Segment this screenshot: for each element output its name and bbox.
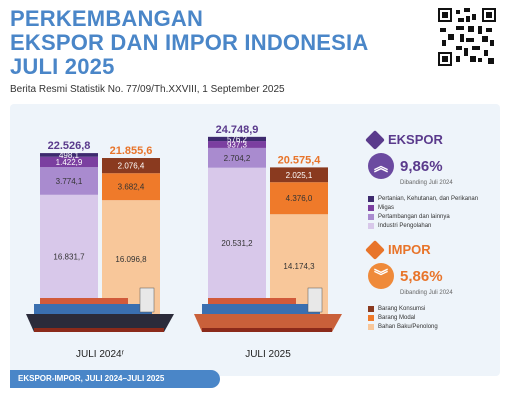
legend-swatch — [368, 314, 374, 321]
legend-item: Industri Pengolahan — [368, 221, 478, 230]
chevron-down-icon: ︾ — [368, 263, 394, 289]
ekspor-bar-segment — [208, 167, 266, 318]
legend-swatch — [368, 213, 374, 220]
ship-containers — [40, 298, 128, 304]
ekspor-total-label: 22.526,8 — [48, 140, 91, 152]
impor-segment-label: 14.174,3 — [283, 262, 315, 271]
ekspor-segment-label: 937,3 — [227, 140, 248, 149]
legend-impor-pct: 5,86% — [400, 267, 443, 285]
impor-segment-label: 2.076,4 — [118, 162, 145, 171]
ship-containers — [208, 298, 296, 304]
legend-item: Bahan Baku/Penolong — [368, 322, 453, 331]
legend-swatch — [368, 195, 374, 202]
ekspor-bar-segment — [40, 156, 98, 168]
impor-bar-segment — [102, 173, 160, 201]
impor-segment-label: 2.025,1 — [286, 171, 313, 180]
ship-bridge — [307, 287, 323, 313]
impor-bar-segment — [270, 167, 328, 183]
ekspor-bar-segment — [40, 194, 98, 318]
legend-item-label: Barang Konsumsi — [378, 305, 426, 312]
impor-bar-segment — [102, 158, 160, 174]
subtitle: Berita Resmi Statistik No. 77/09/Th.XXVI… — [10, 84, 285, 95]
legend-ekspor: EKSPOR ︽ 9,86% Dibanding Juli 2024 Perta… — [365, 129, 478, 230]
legend-item: Pertambangan dan lainnya — [368, 212, 478, 221]
ekspor-bar-segment — [40, 153, 98, 157]
ekspor-segment-label: 3.774,1 — [56, 177, 83, 186]
ekspor-bar-segment — [208, 141, 266, 148]
ekspor-segment-label: 498,1 — [59, 151, 80, 160]
legend-item-label: Pertambangan dan lainnya — [378, 213, 450, 220]
page-title: PERKEMBANGAN EKSPOR DAN IMPOR INDONESIA … — [10, 7, 410, 79]
ekspor-bar-segment — [208, 136, 266, 142]
legend-item-label: Bahan Baku/Penolong — [378, 323, 438, 330]
legend-impor: IMPOR ︾ 5,86% Dibanding Juli 2024 Barang… — [365, 239, 453, 331]
cube-icon — [365, 239, 385, 260]
impor-total-label: 21.855,6 — [110, 145, 153, 157]
ship-keel — [202, 328, 332, 332]
cube-icon — [365, 129, 385, 150]
qr-code-icon[interactable] — [438, 8, 496, 66]
legend-item-label: Migas — [378, 204, 395, 211]
impor-segment-label: 3.682,4 — [118, 183, 145, 192]
legend-item-label: Barang Modal — [378, 314, 416, 321]
impor-segment-label: 4.376,0 — [286, 194, 313, 203]
category-label: JULI 2025 — [245, 349, 291, 360]
ekspor-segment-label: 1.422,9 — [56, 158, 83, 167]
ekspor-segment-label: 576,2 — [227, 135, 248, 144]
legend-ekspor-title: EKSPOR — [388, 132, 443, 147]
ekspor-segment-label: 20.531,2 — [221, 239, 253, 248]
ship-bridge — [139, 287, 155, 313]
legend-swatch — [368, 204, 374, 211]
ship-containers — [34, 304, 152, 314]
chevron-up-icon: ︽ — [368, 153, 394, 179]
ekspor-bar-segment — [208, 147, 266, 168]
footer-label: EKSPOR-IMPOR, JULI 2024–JULI 2025 — [10, 370, 220, 388]
impor-segment-label: 16.096,8 — [115, 255, 147, 264]
ekspor-segment-label: 16.831,7 — [53, 252, 85, 261]
ship-keel — [34, 328, 164, 332]
legend-impor-note: Dibanding Juli 2024 — [400, 290, 453, 296]
legend-item: Migas — [368, 203, 478, 212]
legend-impor-title: IMPOR — [388, 242, 431, 257]
legend-item: Pertanian, Kehutanan, dan Perikanan — [368, 194, 478, 203]
ship-hull — [194, 314, 342, 332]
title-line-1: PERKEMBANGAN — [10, 6, 204, 31]
title-line-2: EKSPOR DAN IMPOR INDONESIA — [10, 30, 369, 55]
title-line-3: JULI 2025 — [10, 54, 115, 79]
ekspor-bar-segment — [40, 167, 98, 195]
legend-ekspor-pct: 9,86% — [400, 157, 443, 175]
legend-ekspor-note: Dibanding Juli 2024 — [400, 180, 453, 186]
ekspor-segment-label: 2.704,2 — [224, 154, 251, 163]
legend-swatch — [368, 323, 374, 330]
legend-item: Barang Modal — [368, 313, 453, 322]
ship-hull — [26, 314, 174, 332]
ship-containers — [202, 304, 320, 314]
impor-bar-segment — [270, 182, 328, 215]
impor-total-label: 20.575,4 — [278, 154, 322, 166]
category-label: JULI 2024ʳ — [76, 349, 125, 360]
legend-item: Barang Konsumsi — [368, 304, 453, 313]
legend-swatch — [368, 222, 374, 229]
legend-swatch — [368, 305, 374, 312]
ekspor-total-label: 24.748,9 — [216, 124, 259, 136]
legend-item-label: Pertanian, Kehutanan, dan Perikanan — [378, 195, 479, 202]
legend-item-label: Industri Pengolahan — [378, 222, 432, 229]
